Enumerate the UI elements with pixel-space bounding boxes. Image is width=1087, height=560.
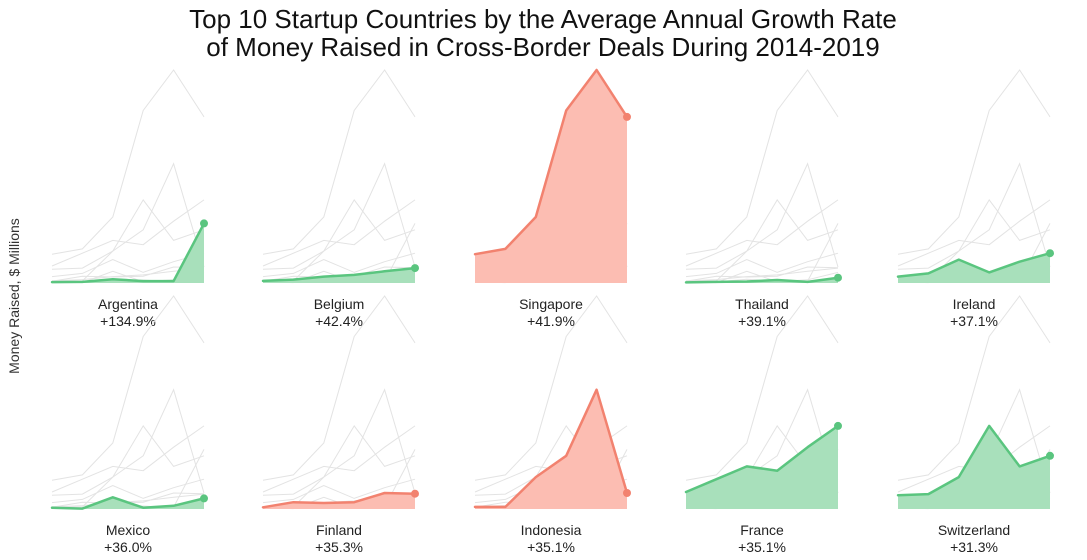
context-line-singapore xyxy=(474,295,628,481)
context-line-switzerland xyxy=(51,199,205,270)
context-line-singapore xyxy=(262,69,416,255)
endpoint-thailand xyxy=(834,273,842,282)
context-line-france xyxy=(262,425,416,493)
line-ireland xyxy=(896,251,1052,278)
country-label-france: France xyxy=(740,522,784,538)
endpoint-ireland xyxy=(1046,249,1054,258)
country-label-argentina: Argentina xyxy=(98,296,158,312)
context-line-switzerland xyxy=(51,425,205,496)
area-france xyxy=(686,425,838,509)
context-line-indonesia xyxy=(52,162,205,282)
growth-label-france: +35.1% xyxy=(738,539,786,555)
growth-label-mexico: +36.0% xyxy=(104,539,152,555)
panel-finland: Finland+35.3% xyxy=(261,295,419,555)
area-argentina xyxy=(52,223,204,283)
line-argentina xyxy=(50,222,206,284)
endpoint-indonesia xyxy=(623,489,631,497)
context-line-ireland xyxy=(51,252,205,278)
context-line-france xyxy=(897,199,1051,267)
area-switzerland xyxy=(898,425,1050,509)
context-line-singapore xyxy=(685,295,839,481)
panel-thailand: Thailand+39.1% xyxy=(684,69,842,329)
context-line-indonesia xyxy=(263,388,416,508)
small-multiples: Argentina+134.9%Belgium+42.4%Singapore+4… xyxy=(50,68,1054,555)
area-ireland xyxy=(898,253,1050,283)
country-label-singapore: Singapore xyxy=(519,296,583,312)
growth-label-argentina: +134.9% xyxy=(100,313,156,329)
context-line-singapore xyxy=(897,295,1051,481)
panel-mexico: Mexico+36.0% xyxy=(50,295,208,555)
growth-label-ireland: +37.1% xyxy=(950,313,998,329)
context-line-indonesia xyxy=(263,162,416,282)
line-finland xyxy=(261,491,417,509)
line-belgium xyxy=(261,266,417,283)
context-line-singapore xyxy=(685,69,839,255)
context-line-indonesia xyxy=(52,388,205,508)
country-label-ireland: Ireland xyxy=(953,296,996,312)
growth-label-finland: +35.3% xyxy=(315,539,363,555)
growth-label-indonesia: +35.1% xyxy=(527,539,575,555)
context-line-argentina xyxy=(51,449,205,509)
endpoint-finland xyxy=(411,489,419,498)
context-line-switzerland xyxy=(262,425,416,496)
line-singapore xyxy=(473,68,629,256)
country-label-mexico: Mexico xyxy=(106,522,151,538)
country-label-finland: Finland xyxy=(316,522,362,538)
context-line-singapore xyxy=(51,295,205,481)
context-line-switzerland xyxy=(262,199,416,270)
context-line-france xyxy=(685,199,839,267)
context-line-belgium xyxy=(685,267,839,282)
growth-label-singapore: +41.9% xyxy=(527,313,575,329)
panel-switzerland: Switzerland+31.3% xyxy=(896,295,1054,555)
context-line-switzerland xyxy=(897,199,1051,270)
panel-ireland: Ireland+37.1% xyxy=(896,69,1054,329)
line-switzerland xyxy=(896,424,1052,497)
context-line-singapore xyxy=(897,69,1051,255)
line-indonesia xyxy=(473,388,629,509)
context-line-indonesia xyxy=(686,162,839,282)
panel-indonesia: Indonesia+35.1% xyxy=(473,295,631,555)
context-line-singapore xyxy=(262,295,416,481)
context-line-finland xyxy=(51,266,205,282)
context-line-france xyxy=(51,199,205,267)
panel-argentina: Argentina+134.9% xyxy=(50,69,208,329)
panel-singapore: Singapore+41.9% xyxy=(473,68,631,329)
chart-title-line-1: Top 10 Startup Countries by the Average … xyxy=(189,4,897,34)
line-mexico xyxy=(50,496,206,510)
context-line-ireland xyxy=(262,252,416,278)
context-line-singapore xyxy=(51,69,205,255)
line-france xyxy=(684,424,840,494)
panel-belgium: Belgium+42.4% xyxy=(261,69,419,329)
context-line-ireland xyxy=(685,252,839,278)
country-label-thailand: Thailand xyxy=(735,296,789,312)
area-singapore xyxy=(475,70,627,283)
growth-label-thailand: +39.1% xyxy=(738,313,786,329)
endpoint-france xyxy=(834,421,842,430)
chart-title-line-2: of Money Raised in Cross-Border Deals Du… xyxy=(206,32,879,62)
context-line-france xyxy=(262,199,416,267)
endpoint-singapore xyxy=(623,112,631,121)
endpoint-argentina xyxy=(200,219,208,228)
endpoint-switzerland xyxy=(1046,451,1054,460)
growth-label-switzerland: +31.3% xyxy=(950,539,998,555)
context-line-finland xyxy=(685,266,839,282)
panel-france: France+35.1% xyxy=(684,295,842,555)
context-line-argentina xyxy=(685,223,839,283)
y-axis-label: Money Raised, $ Millions xyxy=(6,218,22,374)
context-line-ireland xyxy=(262,478,416,504)
context-line-switzerland xyxy=(685,199,839,270)
endpoint-mexico xyxy=(200,494,208,503)
context-line-ireland xyxy=(51,478,205,504)
line-thailand xyxy=(684,276,840,284)
country-label-belgium: Belgium xyxy=(314,296,365,312)
country-label-switzerland: Switzerland xyxy=(938,522,1010,538)
area-indonesia xyxy=(475,389,627,509)
context-line-france xyxy=(51,425,205,493)
growth-label-belgium: +42.4% xyxy=(315,313,363,329)
country-label-indonesia: Indonesia xyxy=(521,522,582,538)
area-finland xyxy=(263,493,415,509)
endpoint-belgium xyxy=(411,264,419,273)
